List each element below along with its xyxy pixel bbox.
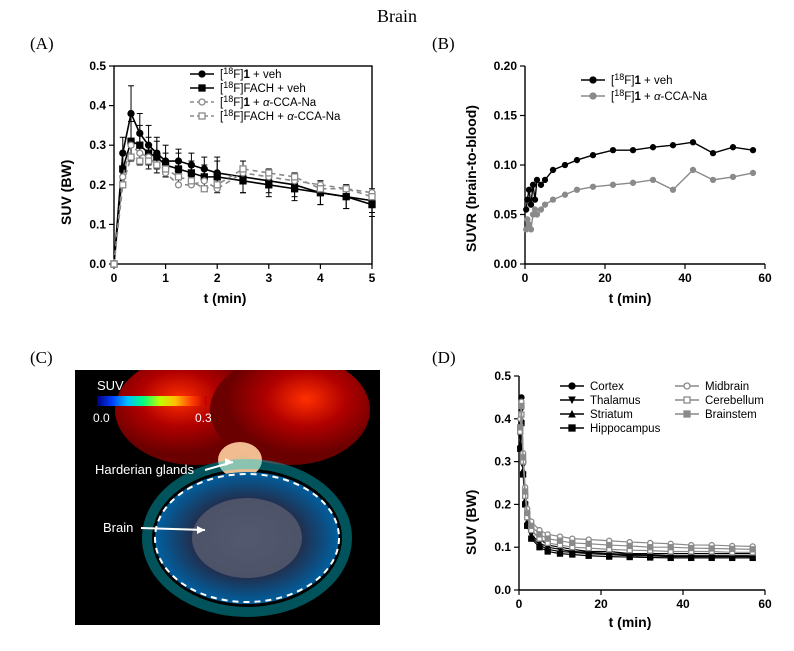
svg-text:2: 2 [214,271,221,285]
figure-title: Brain [0,6,794,27]
chart-panel-a: 0123450.00.10.20.30.40.5[18F]1 + veh[18F… [70,60,380,300]
svg-text:0.4: 0.4 [494,412,511,426]
svg-text:Cortex: Cortex [590,381,624,393]
svg-text:0.5: 0.5 [89,60,106,73]
svg-text:0.00: 0.00 [494,257,518,271]
svg-text:Brainstem: Brainstem [705,409,757,421]
xlabel-b: t (min) [590,290,670,306]
colorbar-label: SUV [97,378,124,393]
svg-text:0.2: 0.2 [89,178,106,192]
svg-text:0.4: 0.4 [89,99,106,113]
svg-text:0.3: 0.3 [494,455,511,469]
svg-text:40: 40 [676,597,690,611]
svg-text:[18F]1 + α-CCA-Na: [18F]1 + α-CCA-Na [611,88,708,103]
svg-text:0.20: 0.20 [494,60,518,73]
svg-text:0.15: 0.15 [494,109,518,123]
svg-text:0.05: 0.05 [494,208,518,222]
svg-text:[18F]1 + veh: [18F]1 + veh [611,72,673,87]
panel-label-a: (A) [30,34,54,54]
chart-panel-d: 0 20 40 60 0.0 0.1 0.2 0.3 0.4 0.5 Cortex Thalamus S… [475,370,775,630]
svg-text:0.1: 0.1 [89,217,106,231]
xlabel-d: t (min) [590,614,670,630]
ylabel-d: SUV (BW) [463,490,479,555]
svg-text:0.3: 0.3 [89,138,106,152]
colorbar-max: 0.3 [195,411,212,425]
xlabel-a: t (min) [185,290,265,306]
svg-text:4: 4 [317,271,324,285]
svg-text:0.0: 0.0 [89,257,106,271]
svg-text:[18F]FACH + α-CCA-Na: [18F]FACH + α-CCA-Na [220,108,341,123]
svg-text:20: 20 [594,597,608,611]
svg-text:0.10: 0.10 [494,158,518,172]
svg-text:1: 1 [162,271,169,285]
svg-text:Striatum: Striatum [590,409,633,421]
svg-text:[18F]1 + veh: [18F]1 + veh [220,66,282,81]
svg-text:40: 40 [678,271,692,285]
svg-text:0.0: 0.0 [494,583,511,597]
svg-text:3: 3 [265,271,272,285]
svg-text:0: 0 [111,271,118,285]
ylabel-b: SUVR (brain-to-blood) [463,105,479,252]
panel-label-b: (B) [432,34,455,54]
svg-text:0.1: 0.1 [494,540,511,554]
svg-text:0.5: 0.5 [494,370,511,383]
svg-text:60: 60 [758,597,772,611]
brain-image: SUV 0.0 0.3 Harderian glands Brain [75,370,380,625]
colorbar-min: 0.0 [93,411,110,425]
annot-brain: Brain [103,520,133,535]
svg-text:60: 60 [758,271,772,285]
svg-text:Midbrain: Midbrain [705,381,749,393]
svg-text:0: 0 [522,271,529,285]
svg-text:Hippocampus: Hippocampus [590,423,661,435]
panel-label-d: (D) [432,348,456,368]
svg-text:20: 20 [598,271,612,285]
svg-text:Cerebellum: Cerebellum [705,395,764,407]
svg-text:[18F]1 + α-CCA-Na: [18F]1 + α-CCA-Na [220,94,317,109]
brain-image-svg: SUV 0.0 0.3 Harderian glands Brain [75,370,380,625]
ylabel-a: SUV (BW) [58,160,74,225]
svg-text:[18F]FACH + veh: [18F]FACH + veh [220,80,306,95]
svg-text:Thalamus: Thalamus [590,395,641,407]
svg-text:5: 5 [369,271,376,285]
chart-panel-b: 0 20 40 60 0.00 0.05 0.10 0.15 0.20 [18F]1 + veh[… [475,60,775,300]
svg-text:0.2: 0.2 [494,497,511,511]
panel-label-c: (C) [30,348,53,368]
svg-text:0: 0 [516,597,523,611]
annot-harderian: Harderian glands [95,462,195,477]
